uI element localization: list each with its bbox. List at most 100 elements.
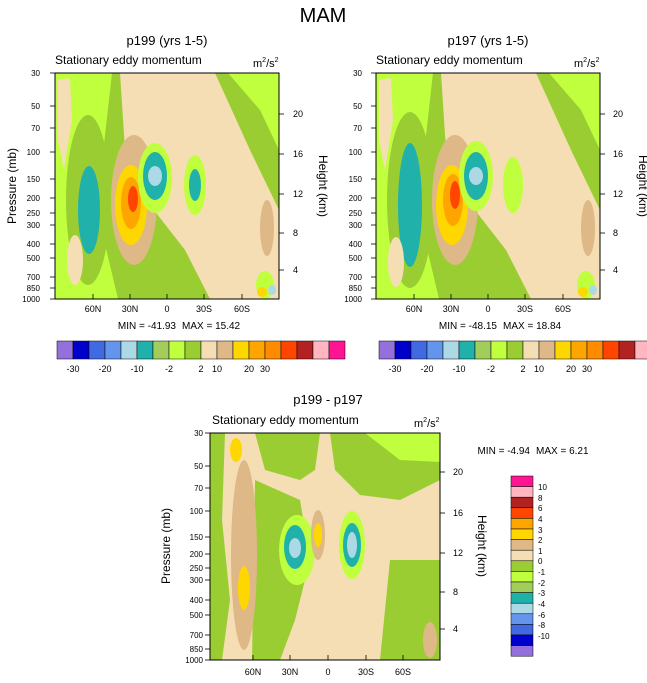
colorbar-swatch [232,340,250,360]
x-tick-label: 30S [196,304,212,314]
x-tick-label: 30S [358,667,374,677]
colorbar-swatch [328,340,346,360]
y-tick-label: 70 [194,484,203,493]
y2-tick-label: 8 [613,228,618,238]
panel-title: p197 (yrs 1-5) [448,33,529,48]
panel-p197: p197 (yrs 1-5) Stationary eddy momentum … [344,33,647,374]
colorbar-label: 20 [244,364,254,374]
colorbar-label: 2 [538,536,543,545]
colorbar-label: -30 [66,364,79,374]
x-tick-label: 30N [443,304,460,314]
colorbar: 10 8 6 4 3 2 1 0 -1 -2 -3 -4 -6 -8 -10 [510,475,550,657]
panel-title: p199 (yrs 1-5) [127,33,208,48]
colorbar-swatch [312,340,330,360]
y-tick-label: 100 [27,148,41,157]
colorbar-label: 10 [538,483,547,492]
colorbar-swatch [426,340,444,360]
colorbar-label: -10 [538,632,550,641]
y-tick-label: 200 [190,550,204,559]
y-tick-label: 850 [349,284,363,293]
unit-label: m2/s2 [574,57,600,70]
y-tick-label: 700 [349,273,363,282]
y-tick-label: 150 [190,533,204,542]
plot-area [209,432,441,661]
colorbar-label: -10 [452,364,465,374]
y2-ticks: 20 16 12 8 4 [600,109,623,275]
y-tick-label: 100 [190,507,204,516]
colorbar-swatch [510,592,534,604]
x-tick-label: 60N [245,667,262,677]
colorbar-label: -10 [130,364,143,374]
panel-p199: p199 (yrs 1-5) Stationary eddy momentum … [5,33,346,374]
y-tick-label: 300 [27,221,41,230]
y-tick-label: 30 [31,69,40,78]
colorbar-label: 0 [538,557,543,566]
panel-diff: p199 - p197 Stationary eddy momentum m2/… [159,392,589,677]
y-axis-label: Pressure (mb) [5,148,19,224]
colorbar-swatch [522,340,540,360]
y-tick-label: 1000 [22,295,40,304]
y-tick-label: 150 [349,175,363,184]
y-tick-label: 200 [27,194,41,203]
x-tick-label: 30N [282,667,299,677]
y2-tick-label: 8 [453,587,458,597]
y-ticks: 30 50 70 100 150 200 250 300 400 500 700… [22,69,55,304]
y-ticks: 30 50 70 100 150 200 250 300 400 500 700… [344,69,376,304]
y-tick-label: 70 [353,124,362,133]
y-tick-label: 200 [349,194,363,203]
y2-tick-label: 12 [293,189,303,199]
y-tick-label: 30 [194,429,203,438]
colorbar-swatch [634,340,647,360]
x-tick-label: 0 [485,304,490,314]
colorbar-swatch [442,340,460,360]
y2-tick-label: 16 [293,149,303,159]
colorbar-label: -2 [538,579,546,588]
colorbar-label: -2 [165,364,173,374]
panel-subtitle: Stationary eddy momentum [212,413,359,427]
colorbar-swatches [378,340,647,360]
y2-tick-label: 4 [613,265,618,275]
y-tick-label: 500 [27,254,41,263]
stats-max: MAX = 6.21 [536,446,589,457]
colorbar-swatch [458,340,476,360]
y-tick-label: 30 [353,69,362,78]
colorbar-swatch [474,340,492,360]
colorbar-swatch [264,340,282,360]
y2-tick-label: 8 [293,228,298,238]
unit-label: m2/s2 [253,57,279,70]
colorbar-swatch [506,340,524,360]
y-tick-label: 100 [349,148,363,157]
y2-ticks: 20 16 12 8 4 [279,109,303,275]
colorbar-swatch [104,340,122,360]
colorbar-swatch [510,496,534,509]
colorbar-swatch [510,634,534,646]
stats-min: MIN = -4.94 [477,446,530,457]
y-tick-label: 50 [31,102,40,111]
y-tick-label: 250 [27,209,41,218]
colorbar-swatch [510,528,534,540]
colorbar-swatch [510,475,534,487]
colorbar-swatch [200,340,218,360]
colorbar-swatch [120,340,138,360]
y-tick-label: 300 [349,221,363,230]
colorbar-swatch [88,340,106,360]
y2-tick-label: 12 [453,548,463,558]
colorbar-label: -20 [420,364,433,374]
colorbar-swatch [554,340,572,360]
colorbar-swatch [510,624,534,636]
unit-label: m2/s2 [414,417,440,430]
colorbar-swatch [602,340,620,360]
colorbar-swatch [510,549,534,562]
colorbar-swatch [410,340,428,360]
y-ticks: 30 50 70 100 150 200 250 300 400 500 700… [185,429,210,665]
colorbar-swatch [586,340,604,360]
plot-area [375,72,601,300]
y-axis-label: Pressure (mb) [159,508,173,584]
colorbar-swatch [510,613,534,625]
stats-max: MAX = 18.84 [503,321,562,332]
colorbar-swatch [280,340,298,360]
colorbar-swatch [248,340,266,360]
colorbar-swatch [184,340,202,360]
y2-axis-label: Height (km) [475,515,489,577]
colorbar-swatch [570,340,588,360]
